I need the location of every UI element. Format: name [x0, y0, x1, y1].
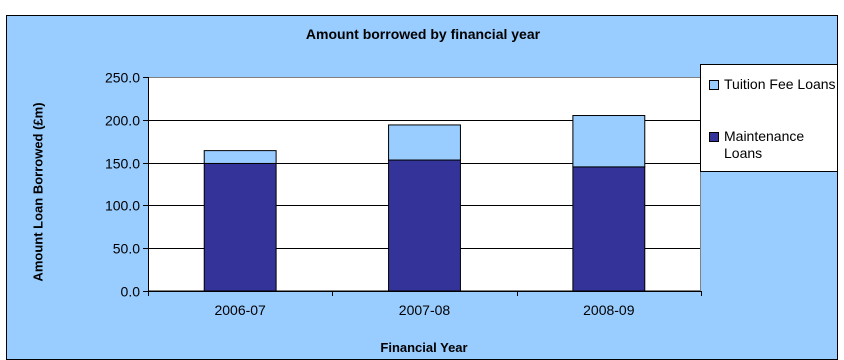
bar-tuition-fee-loans-2006-07 [203, 150, 277, 164]
y-tick-label-5: 250.0 [105, 70, 140, 86]
x-tick-label-2007-08: 2007-08 [399, 302, 451, 318]
y-tick-label-3: 150.0 [105, 156, 140, 172]
y-tick-label-2: 100.0 [105, 198, 140, 214]
legend-label-tuition-fee-loans: Tuition Fee Loans [724, 76, 836, 92]
bar-maintenance-loans-2007-08 [388, 159, 461, 292]
legend-swatch-maintenance-loans [709, 132, 719, 142]
x-axis-label: Financial Year [380, 340, 468, 355]
chart-title: Amount borrowed by financial year [305, 26, 541, 42]
y-tick-label-1: 50.0 [113, 241, 140, 257]
y-tick-label-0: 0.0 [121, 284, 141, 300]
legend: Tuition Fee Loans Maintenance Loans [700, 64, 837, 172]
legend-swatch-tuition-fee-loans [709, 80, 719, 90]
x-tick-label-2008-09: 2008-09 [583, 302, 635, 318]
bar-maintenance-loans-2008-09 [572, 166, 646, 292]
bar-tuition-fee-loans-2008-09 [572, 115, 646, 168]
chart-frame: 0.0 50.0 100.0 150.0 200.0 250.0 2006-07 2007-0… [6, 15, 838, 360]
y-axis-label: Amount Loan Borrowed (£m) [30, 102, 46, 282]
y-tick-label-4: 200.0 [105, 113, 140, 129]
legend-label-maintenance-loans: Maintenance Loans [724, 128, 805, 161]
x-tick-label-2006-07: 2006-07 [214, 302, 266, 318]
bar-maintenance-loans-2006-07 [203, 162, 277, 292]
bar-tuition-fee-loans-2007-08 [388, 124, 461, 161]
chart-canvas: 0.0 50.0 100.0 150.0 200.0 250.0 2006-07 2007-0… [105, 70, 702, 318]
